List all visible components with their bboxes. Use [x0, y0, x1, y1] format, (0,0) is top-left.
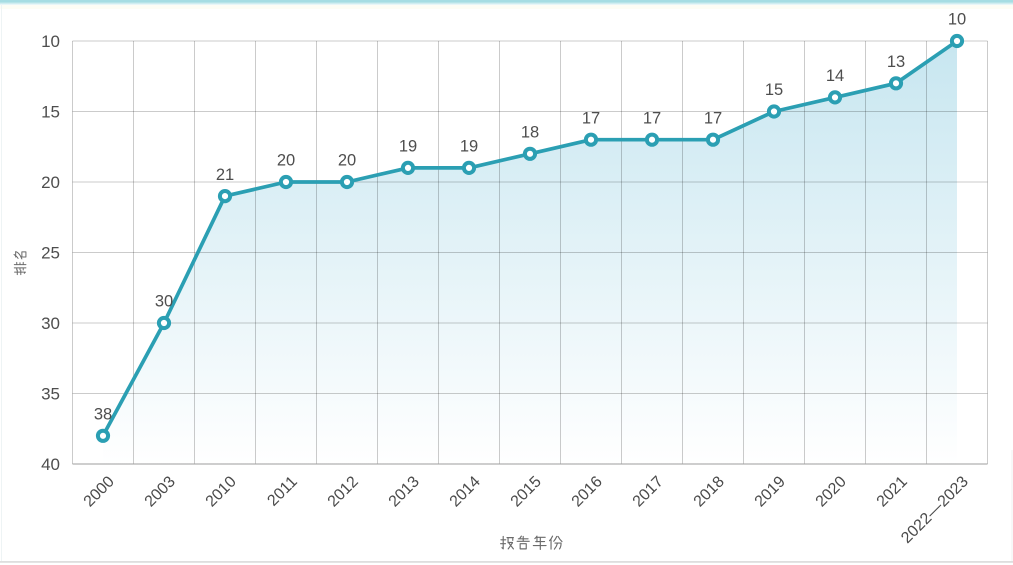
- svg-text:19: 19: [399, 138, 417, 156]
- svg-text:21: 21: [216, 166, 234, 184]
- svg-text:40: 40: [41, 455, 60, 474]
- svg-text:30: 30: [155, 293, 173, 311]
- svg-text:10: 10: [41, 32, 60, 51]
- svg-text:35: 35: [41, 384, 60, 403]
- svg-text:30: 30: [41, 314, 60, 333]
- svg-text:20: 20: [338, 152, 356, 170]
- svg-text:19: 19: [460, 138, 478, 156]
- svg-text:15: 15: [765, 81, 783, 99]
- svg-text:10: 10: [948, 11, 966, 29]
- svg-text:25: 25: [41, 243, 60, 262]
- svg-text:15: 15: [41, 102, 60, 121]
- svg-text:14: 14: [826, 67, 844, 85]
- svg-text:17: 17: [643, 109, 661, 127]
- svg-text:18: 18: [521, 124, 539, 142]
- svg-text:13: 13: [887, 53, 905, 71]
- svg-text:20: 20: [277, 152, 295, 170]
- svg-text:17: 17: [582, 109, 600, 127]
- svg-text:38: 38: [94, 406, 112, 424]
- svg-text:17: 17: [704, 109, 722, 127]
- svg-text:20: 20: [41, 173, 60, 192]
